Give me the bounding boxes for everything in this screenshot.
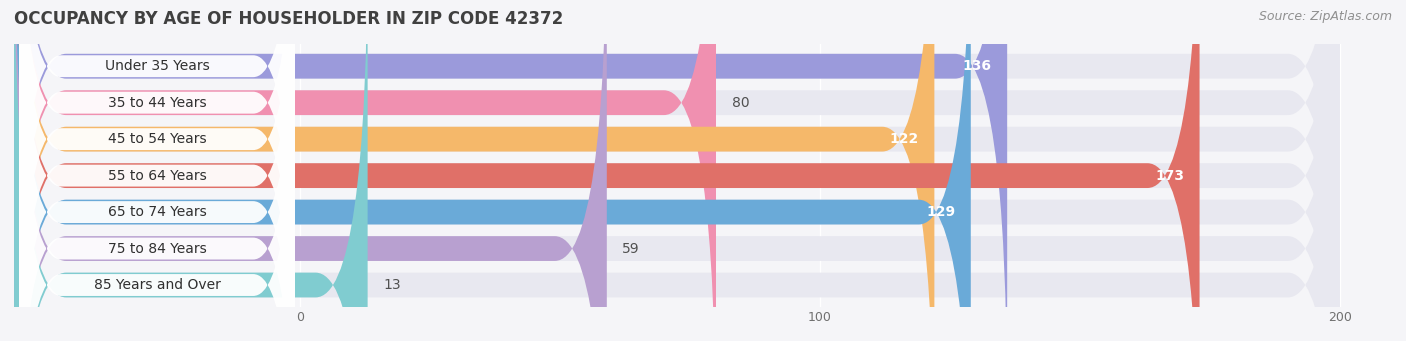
FancyBboxPatch shape <box>14 0 1007 341</box>
FancyBboxPatch shape <box>14 0 1340 341</box>
FancyBboxPatch shape <box>20 0 295 341</box>
Text: 65 to 74 Years: 65 to 74 Years <box>108 205 207 219</box>
Text: 75 to 84 Years: 75 to 84 Years <box>108 241 207 255</box>
Text: 59: 59 <box>623 241 640 255</box>
FancyBboxPatch shape <box>14 0 607 341</box>
FancyBboxPatch shape <box>20 0 295 341</box>
Text: 122: 122 <box>890 132 918 146</box>
Text: Source: ZipAtlas.com: Source: ZipAtlas.com <box>1258 10 1392 23</box>
Text: Under 35 Years: Under 35 Years <box>104 59 209 73</box>
Text: 136: 136 <box>963 59 991 73</box>
FancyBboxPatch shape <box>20 0 295 341</box>
FancyBboxPatch shape <box>14 0 367 341</box>
FancyBboxPatch shape <box>14 0 1340 341</box>
FancyBboxPatch shape <box>14 0 970 341</box>
FancyBboxPatch shape <box>14 0 1340 341</box>
FancyBboxPatch shape <box>14 0 716 341</box>
Text: 173: 173 <box>1154 168 1184 183</box>
Text: 80: 80 <box>731 96 749 110</box>
FancyBboxPatch shape <box>14 0 1340 341</box>
Text: 45 to 54 Years: 45 to 54 Years <box>108 132 207 146</box>
FancyBboxPatch shape <box>20 0 295 341</box>
FancyBboxPatch shape <box>14 0 1340 341</box>
Text: 13: 13 <box>384 278 401 292</box>
FancyBboxPatch shape <box>20 4 295 341</box>
FancyBboxPatch shape <box>14 0 1340 341</box>
Text: 85 Years and Over: 85 Years and Over <box>94 278 221 292</box>
Text: 55 to 64 Years: 55 to 64 Years <box>108 168 207 183</box>
Text: OCCUPANCY BY AGE OF HOUSEHOLDER IN ZIP CODE 42372: OCCUPANCY BY AGE OF HOUSEHOLDER IN ZIP C… <box>14 10 564 28</box>
Text: 129: 129 <box>927 205 955 219</box>
Text: 35 to 44 Years: 35 to 44 Years <box>108 96 207 110</box>
FancyBboxPatch shape <box>20 0 295 341</box>
FancyBboxPatch shape <box>20 0 295 341</box>
FancyBboxPatch shape <box>14 0 1199 341</box>
FancyBboxPatch shape <box>14 0 1340 341</box>
FancyBboxPatch shape <box>14 0 935 341</box>
